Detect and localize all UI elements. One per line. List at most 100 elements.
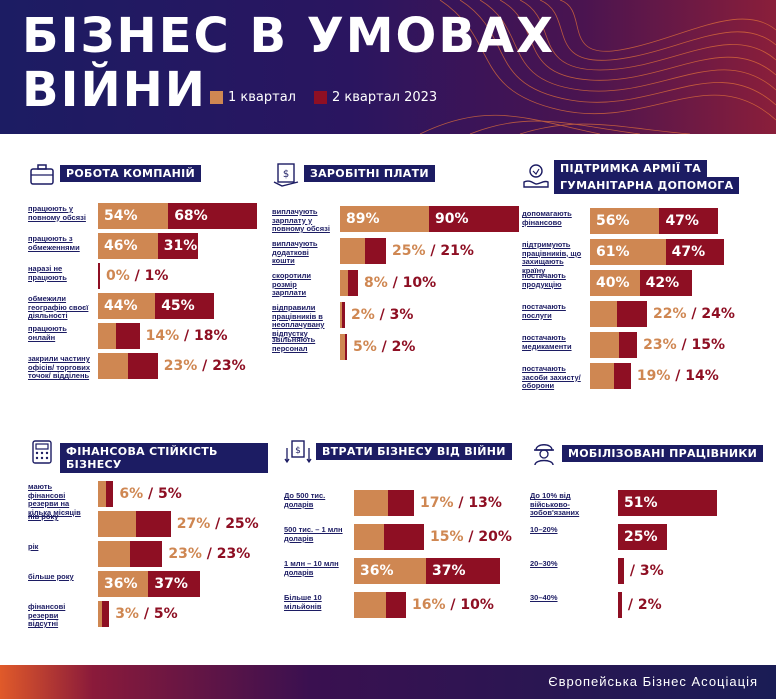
row-label: звільняють персонал [272, 335, 316, 353]
value-q1: 61% [596, 244, 630, 260]
panel-company-work: РОБОТА КОМПАНІЙ працюють у повному обсяз… [28, 158, 268, 398]
value-q2: 47% [671, 244, 706, 260]
bar-q1 [98, 511, 136, 537]
bar-q1 [590, 270, 640, 296]
value-q2: 37% [154, 576, 188, 592]
panel-salary: $ ЗАРОБІТНІ ПЛАТИ виплачують зарплату у … [272, 158, 519, 398]
bar-q1 [98, 353, 128, 379]
value-separator: / [676, 337, 692, 353]
value-pair: / 3% [630, 558, 664, 584]
value-q1: 19% [636, 368, 671, 384]
value-q2: 25% [225, 516, 259, 532]
value-pair: 23% / 23% [168, 541, 250, 567]
bar-q1 [354, 490, 388, 516]
bar-q2 [618, 592, 622, 618]
chart-row: більше року 36% 37% [28, 571, 268, 597]
panel-title: РОБОТА КОМПАНІЙ [60, 165, 202, 182]
value-q1: 8% [364, 275, 388, 291]
value-pair: 14% / 18% [146, 323, 228, 349]
chart-row: працюють у повному обсязі 54% 68% [28, 203, 268, 229]
value-q2: 13% [468, 495, 502, 511]
value-q2: 51% [624, 495, 658, 511]
value-q2: 90% [435, 211, 469, 227]
row-label: працюють онлайн [28, 324, 67, 342]
bar-q1 [354, 558, 426, 584]
value-q1: 5% [353, 339, 377, 355]
value-pair: 3% / 5% [115, 601, 177, 627]
bar-q2 [618, 332, 638, 358]
chart-row: постачають послуги 22% / 24% [522, 301, 772, 327]
legend-item-q2: 2 квартал 2023 [313, 90, 437, 105]
chart-row: мають фінансові резерви на кілька місяці… [28, 481, 268, 516]
value-pair: 22% / 24% [653, 301, 735, 327]
value-q1: 14% [145, 328, 180, 344]
value-q1: 23% [163, 358, 198, 374]
value-separator: / [138, 606, 154, 622]
bar-q1 [340, 206, 429, 232]
row-label: обмежили географію своєї діяльності [28, 294, 89, 320]
bar-q2 [345, 334, 347, 360]
chart-row: відправили працівників в неоплачувану ві… [272, 302, 512, 337]
value-q2: 37% [432, 563, 466, 579]
bar-q2 [98, 263, 100, 289]
row-label: рік [28, 542, 39, 551]
bar-q2 [168, 203, 257, 229]
chart-row: закрили частину офісів/ торгових точок/ … [28, 353, 268, 380]
bar-q1 [98, 293, 156, 319]
value-q1: 46% [104, 238, 138, 254]
bar-q2 [148, 571, 201, 597]
value-separator: / [463, 529, 479, 545]
value-pair: 25% / 21% [392, 238, 474, 264]
value-q2: 2% [391, 339, 416, 355]
chart-row: До 10% від військово-зобов'язаних 51% [530, 490, 770, 517]
value-separator: / [425, 243, 441, 259]
row-label: 1 млн – 10 млн доларів [284, 559, 339, 577]
value-q2: 42% [645, 275, 680, 291]
bar-q1 [340, 302, 342, 328]
value-q1: 15% [430, 529, 464, 545]
footer-organization: Європейська Бізнес Асоціація [548, 674, 758, 689]
value-separator: / [670, 368, 686, 384]
bar-q2 [618, 490, 718, 516]
wave-decoration [419, 0, 776, 134]
row-label: наразі не працюють [28, 264, 67, 282]
chart-row: До 500 тис. доларів 17% / 13% [284, 490, 514, 516]
bar-q1 [340, 238, 365, 264]
value-separator: / [686, 306, 702, 322]
row-label: підтримують працівників, що захищають кр… [522, 240, 582, 275]
bar-q2 [116, 323, 140, 349]
bar-q1 [98, 601, 103, 627]
bar-q2 [639, 270, 692, 296]
panel-title: ФІНАНСОВА СТІЙКІСТЬ БІЗНЕСУ [60, 443, 268, 473]
bar-q2 [384, 524, 424, 550]
value-separator: / [453, 495, 469, 511]
bar-q2 [429, 206, 519, 232]
money-loss-icon: $ [284, 440, 312, 464]
chart-row: виплачують додаткові кошти 25% / 21% [272, 238, 512, 265]
value-q2: 2% [637, 597, 662, 613]
bar-q1 [354, 592, 386, 618]
panel-title-line2: ГУМАНІТАРНА ДОПОМОГА [554, 177, 740, 194]
row-label: постачають послуги [522, 302, 566, 320]
chart-row: постачають засоби захисту/ оборони 19% / … [522, 363, 772, 390]
bar-q2 [618, 524, 667, 550]
value-q1: 3% [115, 606, 139, 622]
chart-row: пів року 27% / 25% [28, 511, 268, 537]
row-label: фінансові резерви відсутні [28, 602, 66, 628]
bar-q1 [98, 541, 131, 567]
chart-row: рік 23% / 23% [28, 541, 268, 567]
bar-q2 [665, 239, 724, 265]
chart-row: 20–30% / 3% [530, 558, 770, 584]
value-pair: 27% / 25% [177, 511, 259, 537]
row-label: 500 тис. – 1 млн доларів [284, 525, 343, 543]
chart-row: виплачують зарплату у повному обсязі 89% 9… [272, 206, 519, 233]
row-label: До 10% від військово-зобов'язаних [530, 491, 580, 517]
row-label: допомагають фінансово [522, 209, 572, 227]
value-q2: 31% [163, 238, 198, 254]
panel-title: ЗАРОБІТНІ ПЛАТИ [304, 165, 435, 182]
panel-business-losses: $ ВТРАТИ БІЗНЕСУ ВІД ВІЙНИ До 500 тис. д… [284, 436, 514, 636]
row-label: виплачують додаткові кошти [272, 239, 318, 265]
value-q2: 45% [161, 298, 195, 314]
legend-swatch-q1 [210, 91, 223, 104]
bar-q2 [157, 233, 199, 259]
